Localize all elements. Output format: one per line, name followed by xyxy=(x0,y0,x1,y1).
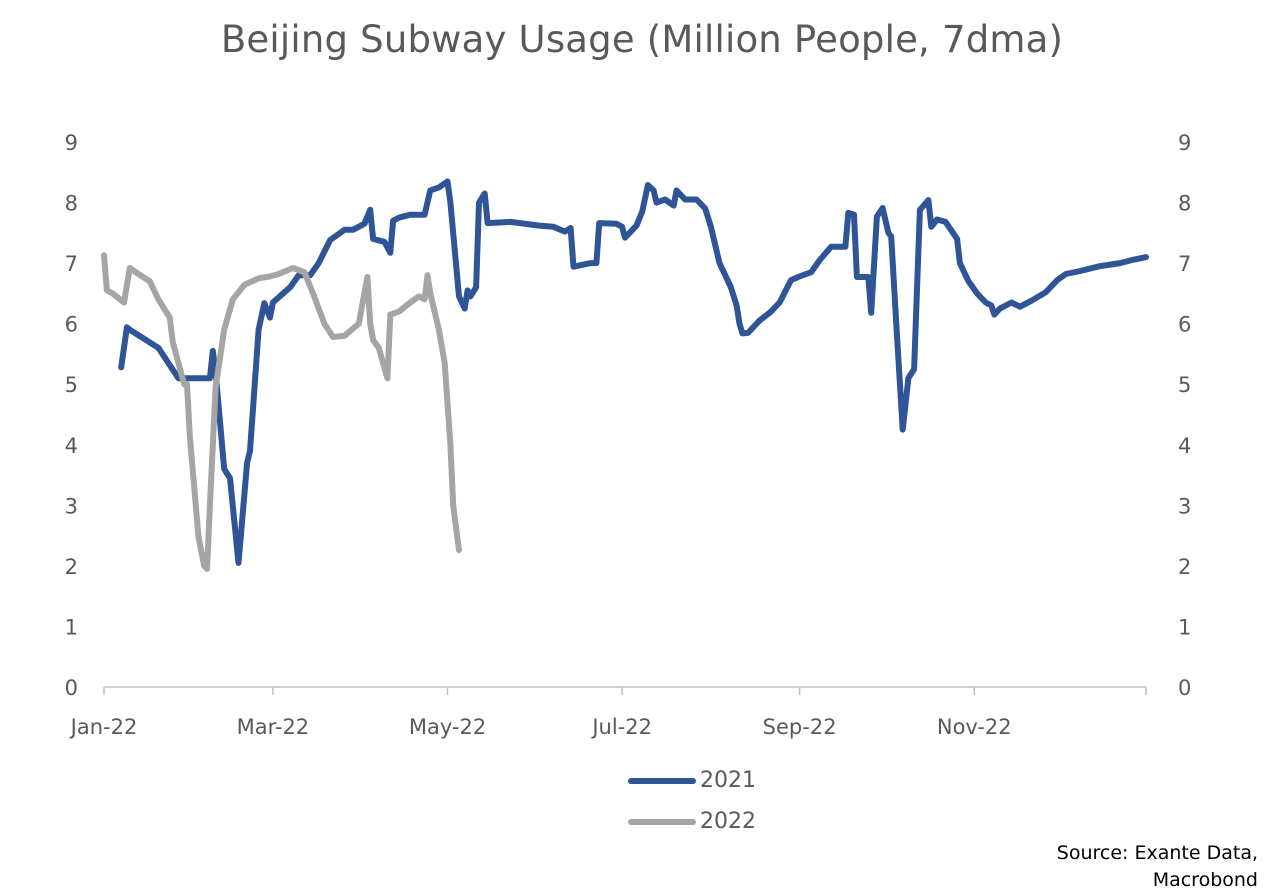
legend-swatch-2022 xyxy=(628,818,696,825)
y-tick-label-right: 4 xyxy=(1178,434,1191,458)
x-tick-label: Nov-22 xyxy=(937,715,1012,739)
series-lines xyxy=(101,178,1149,572)
axes: Jan-22 Mar-22 May-22 Jul-22 Sep-22 Nov-22 0 0 1 1… xyxy=(65,131,1192,739)
legend-swatch-2021 xyxy=(628,777,696,784)
y-tick-label-right: 0 xyxy=(1178,676,1191,700)
legend-item-2021: 2021 xyxy=(628,768,756,793)
y-tick-label-left: 8 xyxy=(65,192,78,216)
x-tick-label: Jan-22 xyxy=(69,715,138,739)
y-tick-label-right: 3 xyxy=(1178,494,1191,518)
chart-title: Beijing Subway Usage (Million People, 7d… xyxy=(220,18,1064,61)
x-tick-label: Mar-22 xyxy=(237,715,310,739)
legend-label-2021: 2021 xyxy=(700,768,756,793)
y-tick-label-left: 6 xyxy=(65,313,78,337)
y-tick-label-left: 5 xyxy=(65,373,78,397)
y-tick-label-right: 7 xyxy=(1178,252,1191,276)
y-tick-label-left: 0 xyxy=(65,676,78,700)
y-tick-label-right: 1 xyxy=(1178,615,1191,639)
y-tick-label-left: 1 xyxy=(65,615,78,639)
source-line-2: Macrobond xyxy=(1152,869,1258,891)
y-tick-label-right: 6 xyxy=(1178,313,1191,337)
y-tick-label-right: 2 xyxy=(1178,555,1191,579)
x-tick-label: Jul-22 xyxy=(590,715,652,739)
y-tick-label-left: 7 xyxy=(65,252,78,276)
y-tick-label-left: 4 xyxy=(65,434,78,458)
y-tick-label-right: 9 xyxy=(1178,131,1191,155)
legend-item-2022: 2022 xyxy=(628,809,756,834)
series-line-2022 xyxy=(101,252,462,572)
y-tick-label-right: 8 xyxy=(1178,192,1191,216)
source-line-1: Source: Exante Data, xyxy=(1056,842,1258,864)
y-tick-label-left: 2 xyxy=(65,555,78,579)
legend-label-2022: 2022 xyxy=(700,809,756,834)
y-tick-label-right: 5 xyxy=(1178,373,1191,397)
x-tick-label: May-22 xyxy=(409,715,486,739)
y-tick-label-left: 3 xyxy=(65,494,78,518)
x-tick-label: Sep-22 xyxy=(763,715,837,739)
y-tick-label-left: 9 xyxy=(65,131,78,155)
source-note: Source: Exante Data, Macrobond xyxy=(1057,840,1258,894)
series-line-2021 xyxy=(118,178,1149,566)
